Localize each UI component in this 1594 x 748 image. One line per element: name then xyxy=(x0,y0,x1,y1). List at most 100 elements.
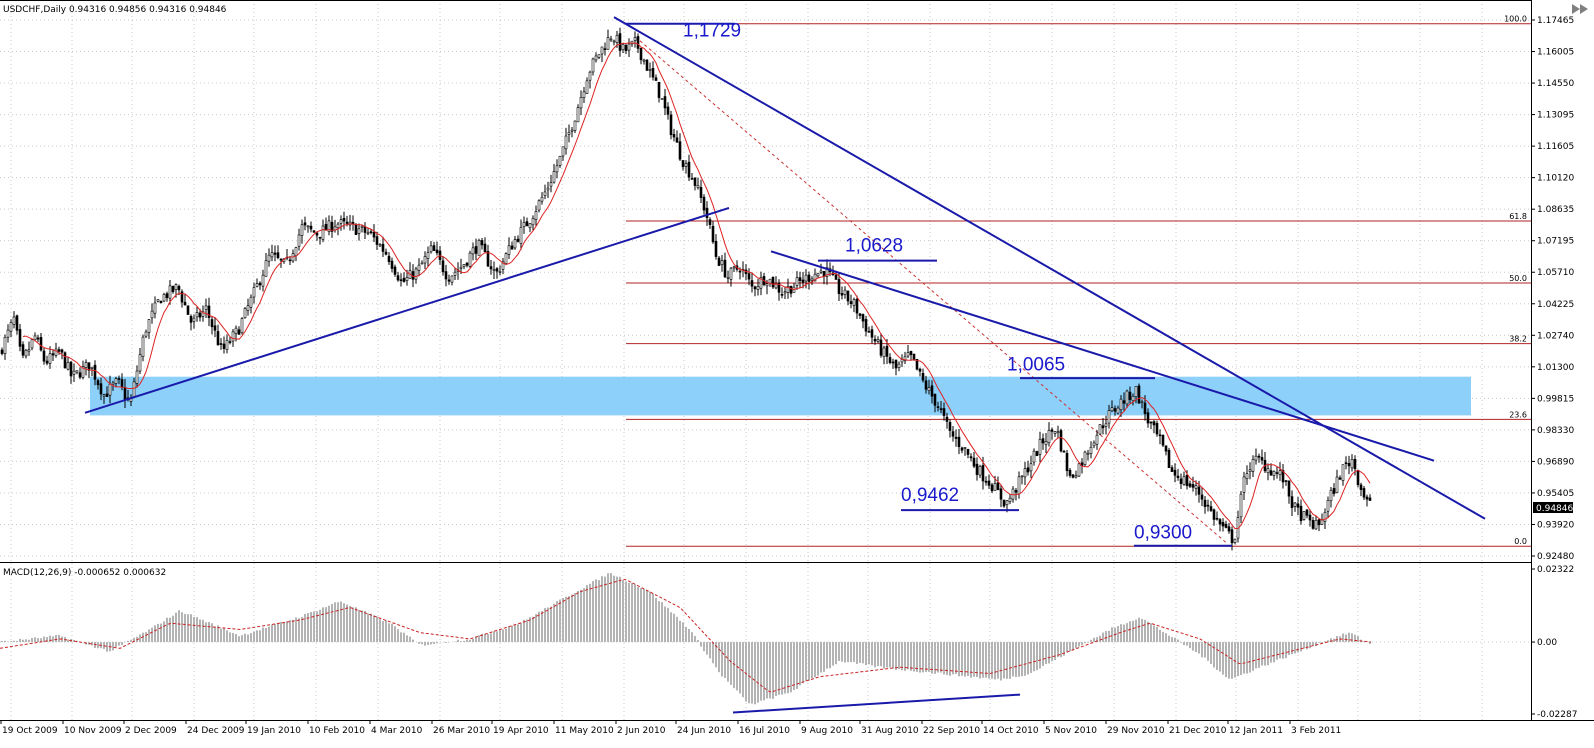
candle-body xyxy=(117,378,121,380)
candle-body xyxy=(1185,474,1189,486)
candle-body xyxy=(258,282,262,286)
symbol-header: USDCHF,Daily 0.94316 0.94856 0.94316 0.9… xyxy=(3,5,227,15)
candle-body xyxy=(87,362,91,371)
candle-body xyxy=(39,337,43,351)
candle-body xyxy=(993,483,997,491)
candle-body xyxy=(849,301,853,304)
candle-body xyxy=(312,230,316,233)
candle-body xyxy=(1296,503,1300,508)
candle-body xyxy=(639,47,643,61)
candle-body xyxy=(12,316,16,325)
candle-body xyxy=(582,91,586,98)
candle-body xyxy=(369,231,373,233)
price-tick-label: 1.04225 xyxy=(1537,300,1574,310)
candle-body xyxy=(1368,497,1372,501)
candle-body xyxy=(843,289,847,295)
price-tick-label: 1.01300 xyxy=(1537,363,1574,373)
candle-body xyxy=(1353,458,1357,470)
candle-body xyxy=(1356,469,1360,485)
time-tick-label: 21 Dec 2010 xyxy=(1169,726,1227,736)
candle-body xyxy=(273,252,277,255)
candle-body xyxy=(426,252,430,259)
candle-body xyxy=(717,257,721,266)
candle-body xyxy=(465,262,469,266)
candle-body xyxy=(420,262,424,265)
time-tick-label: 4 Mar 2010 xyxy=(371,726,423,736)
fib-level-label: 100.0 xyxy=(1504,15,1527,24)
candle-body xyxy=(210,319,214,328)
candle-body xyxy=(255,283,259,287)
candle-body xyxy=(1113,408,1117,412)
candle-body xyxy=(537,200,541,211)
candle-body xyxy=(1158,434,1162,437)
price-tick-label: 1.08635 xyxy=(1537,205,1574,215)
candle-body xyxy=(93,364,97,380)
candle-body xyxy=(1269,470,1273,476)
price-annotation: 0,9462 xyxy=(901,485,959,506)
candle-body xyxy=(1218,519,1222,525)
candle-body xyxy=(402,277,406,282)
candle-body xyxy=(132,381,136,397)
candle-body xyxy=(216,331,220,346)
candle-body xyxy=(1131,396,1135,401)
time-tick-label: 2 Dec 2009 xyxy=(125,726,177,736)
candle-body xyxy=(969,456,973,459)
support-zone-layer xyxy=(90,376,1471,416)
candle-body xyxy=(630,40,634,45)
candle-body xyxy=(798,277,802,282)
candle-body xyxy=(450,275,454,283)
candle-body xyxy=(438,250,442,260)
candle-body xyxy=(666,106,670,115)
candle-body xyxy=(222,343,226,349)
candle-body xyxy=(225,339,229,350)
candle-body xyxy=(102,394,106,397)
candle-body xyxy=(1098,424,1102,435)
candle-body xyxy=(882,347,886,357)
candle-body xyxy=(492,269,496,271)
time-tick-label: 31 Aug 2010 xyxy=(861,726,919,736)
candle-body xyxy=(483,243,487,253)
candle-body xyxy=(1116,407,1120,414)
candle-body xyxy=(651,68,655,78)
chart-shift-marker xyxy=(1572,4,1588,14)
candle-body xyxy=(60,349,64,353)
candle-body xyxy=(765,283,769,287)
candle-body xyxy=(1257,455,1261,458)
candle-body xyxy=(162,294,166,302)
candle-body xyxy=(501,261,505,270)
candle-body xyxy=(1035,451,1039,457)
candle-body xyxy=(387,255,391,262)
candle-body xyxy=(855,298,859,314)
candle-body xyxy=(990,484,994,492)
candle-body xyxy=(774,283,778,289)
candle-body xyxy=(264,260,268,277)
candle-body xyxy=(321,225,325,240)
candle-body xyxy=(615,35,619,43)
candle-body xyxy=(153,302,157,314)
candle-body xyxy=(894,359,898,369)
candle-body xyxy=(984,480,988,483)
candle-body xyxy=(1020,475,1024,478)
price-tick-label: 0.98330 xyxy=(1537,426,1574,436)
candle-body xyxy=(1191,484,1195,488)
candle-body xyxy=(525,221,529,227)
candle-body xyxy=(753,286,757,290)
candle-body xyxy=(183,301,187,306)
candle-body xyxy=(399,279,403,281)
candle-body xyxy=(21,344,25,356)
candle-body xyxy=(1302,511,1306,520)
candle-body xyxy=(897,363,901,368)
candle-body xyxy=(390,260,394,269)
candle-body xyxy=(1173,469,1177,476)
candle-body xyxy=(510,245,514,250)
time-tick-label: 3 Feb 2011 xyxy=(1291,726,1341,736)
time-tick-label: 26 Mar 2010 xyxy=(433,726,490,736)
candle-body xyxy=(204,305,208,310)
candle-body xyxy=(864,319,868,332)
candle-body xyxy=(594,55,598,61)
candle-body xyxy=(432,245,436,251)
candle-body xyxy=(1293,502,1297,507)
candle-body xyxy=(504,253,508,264)
candle-body xyxy=(477,240,481,256)
candle-body xyxy=(84,362,88,368)
